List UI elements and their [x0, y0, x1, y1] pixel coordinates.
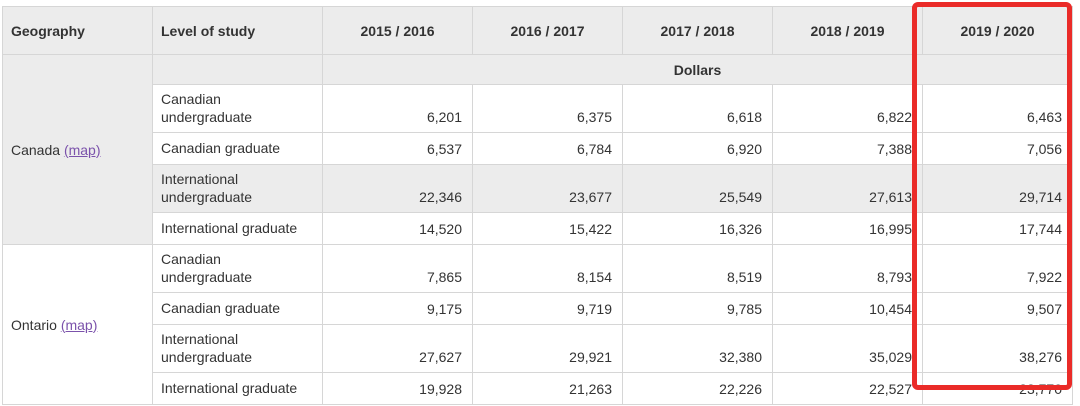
value-cell: 22,346 — [322, 164, 473, 213]
value-cell: 22,226 — [622, 372, 773, 405]
map-link-canada[interactable]: (map) — [63, 141, 101, 158]
table-row: International graduate 19,928 21,263 22,… — [3, 372, 1073, 405]
tuition-fees-table: Geography Level of study 2015 / 2016 201… — [2, 6, 1073, 405]
level-cell: International undergraduate — [152, 324, 323, 373]
table-row-highlighted: International undergraduate 22,346 23,67… — [3, 164, 1073, 213]
table-row: International undergraduate 27,627 29,92… — [3, 324, 1073, 373]
table-row: Canadian undergraduate 6,201 6,375 6,618… — [3, 84, 1073, 133]
unit-row-spacer-cell — [152, 54, 323, 85]
column-header-level-of-study: Level of study — [152, 6, 323, 55]
geography-label: Canada — [11, 141, 61, 158]
value-cell: 6,463 — [922, 84, 1073, 133]
value-cell: 9,719 — [472, 292, 623, 325]
value-cell: 14,520 — [322, 212, 473, 245]
value-cell: 16,995 — [772, 212, 923, 245]
unit-row: Canada (map) Dollars — [2, 54, 1073, 245]
value-cell: 6,201 — [322, 84, 473, 133]
value-cell: 8,154 — [472, 244, 623, 293]
value-cell: 38,276 — [922, 324, 1073, 373]
column-header-2018-2019: 2018 / 2019 — [772, 6, 923, 55]
geography-cell-canada: Canada (map) — [2, 54, 153, 245]
value-cell: 7,388 — [772, 132, 923, 165]
value-cell: 16,326 — [622, 212, 773, 245]
table-row: Canadian graduate 9,175 9,719 9,785 10,4… — [3, 292, 1073, 325]
value-cell: 9,175 — [322, 292, 473, 325]
value-cell: 15,422 — [472, 212, 623, 245]
value-cell: 29,921 — [472, 324, 623, 373]
value-cell: 6,822 — [772, 84, 923, 133]
value-cell: 17,744 — [922, 212, 1073, 245]
column-header-2015-2016: 2015 / 2016 — [322, 6, 473, 55]
level-cell: International undergraduate — [152, 164, 323, 213]
column-header-2017-2018: 2017 / 2018 — [622, 6, 773, 55]
value-cell: 8,793 — [772, 244, 923, 293]
table-row: International graduate 14,520 15,422 16,… — [3, 212, 1073, 245]
level-cell: International graduate — [152, 212, 323, 245]
value-cell: 19,928 — [322, 372, 473, 405]
value-cell: 6,784 — [472, 132, 623, 165]
value-cell: 23,677 — [472, 164, 623, 213]
value-cell: 25,549 — [622, 164, 773, 213]
column-header-geography: Geography — [2, 6, 153, 55]
value-cell: 7,056 — [922, 132, 1073, 165]
column-header-2016-2017: 2016 / 2017 — [472, 6, 623, 55]
value-cell: 27,613 — [772, 164, 923, 213]
value-cell: 10,454 — [772, 292, 923, 325]
table-row: Canadian graduate 6,537 6,784 6,920 7,38… — [3, 132, 1073, 165]
header-row: Geography Level of study 2015 / 2016 201… — [2, 6, 1073, 55]
geography-label: Ontario — [11, 316, 57, 333]
value-cell: 9,785 — [622, 292, 773, 325]
unit-label: Dollars — [322, 54, 1073, 85]
level-cell: Canadian undergraduate — [152, 84, 323, 133]
map-link-ontario[interactable]: (map) — [60, 316, 98, 333]
geography-cell-ontario: Ontario (map) — [2, 244, 153, 405]
value-cell: 9,507 — [922, 292, 1073, 325]
column-header-2019-2020: 2019 / 2020 — [922, 6, 1073, 55]
value-cell: 27,627 — [322, 324, 473, 373]
level-cell: Canadian graduate — [152, 132, 323, 165]
value-cell: 7,922 — [922, 244, 1073, 293]
table-row: Ontario (map) Canadian undergraduate 7,8… — [2, 244, 1073, 405]
level-cell: International graduate — [152, 372, 323, 405]
value-cell: 6,920 — [622, 132, 773, 165]
value-cell: 23,770 — [922, 372, 1073, 405]
level-cell: Canadian graduate — [152, 292, 323, 325]
value-cell: 21,263 — [472, 372, 623, 405]
value-cell: 35,029 — [772, 324, 923, 373]
value-cell: 29,714 — [922, 164, 1073, 213]
value-cell: 6,375 — [472, 84, 623, 133]
value-cell: 6,537 — [322, 132, 473, 165]
value-cell: 32,380 — [622, 324, 773, 373]
value-cell: 22,527 — [772, 372, 923, 405]
value-cell: 6,618 — [622, 84, 773, 133]
level-cell: Canadian undergraduate — [152, 244, 323, 293]
value-cell: 7,865 — [322, 244, 473, 293]
value-cell: 8,519 — [622, 244, 773, 293]
